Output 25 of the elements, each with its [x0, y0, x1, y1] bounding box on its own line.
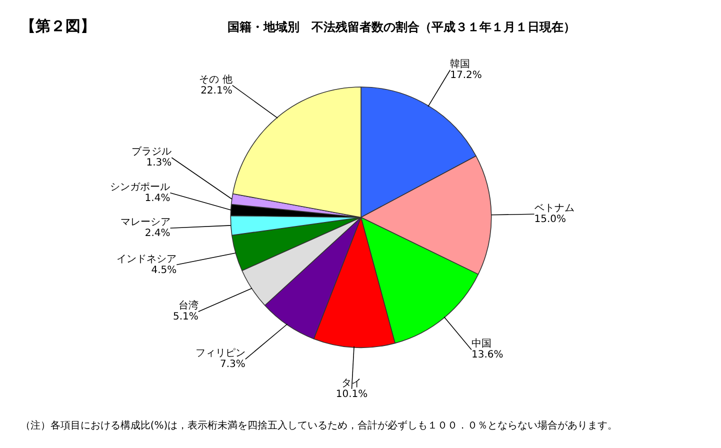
slice-label: ベトナム: [534, 203, 574, 214]
data-label: 2.4%: [144, 228, 170, 240]
slice-label: シンガポール: [110, 182, 170, 193]
chart-title: 【第２図】: [20, 17, 96, 36]
slice-label: フィリピン: [195, 348, 246, 360]
slice-label: その 他: [199, 73, 232, 86]
data-label: 1.4%: [144, 192, 170, 204]
data-label: 7.3%: [220, 359, 246, 370]
data-label: 17.2%: [450, 70, 482, 81]
slice-label: インドネシア: [116, 254, 177, 265]
data-label: 5.1%: [172, 312, 198, 323]
slice-label: 台湾: [178, 300, 198, 312]
data-label: 13.6%: [471, 350, 504, 361]
data-label: 22.1%: [200, 85, 232, 96]
data-label: 4.5%: [151, 264, 177, 276]
slice-label: ブラジル: [132, 146, 172, 158]
data-label: 10.1%: [336, 388, 368, 400]
text: （注）各項目における構成比(%)は，表示桁未満を四捨五入しているため，合計が必ずしも１００．０％とならない場合があります。: [20, 419, 618, 432]
slice-label: タイ: [342, 378, 362, 389]
slice-label: マレーシア: [120, 217, 170, 228]
data-label: 15.0%: [534, 214, 566, 226]
slice-label: 韓国: [450, 58, 470, 70]
data-label: 1.3%: [146, 158, 172, 169]
slice-label: 中国: [471, 338, 492, 350]
chart-subtitle: 国籍・地域別 不法残留者数の割合（平成３１年１月１日現在）: [228, 20, 576, 34]
